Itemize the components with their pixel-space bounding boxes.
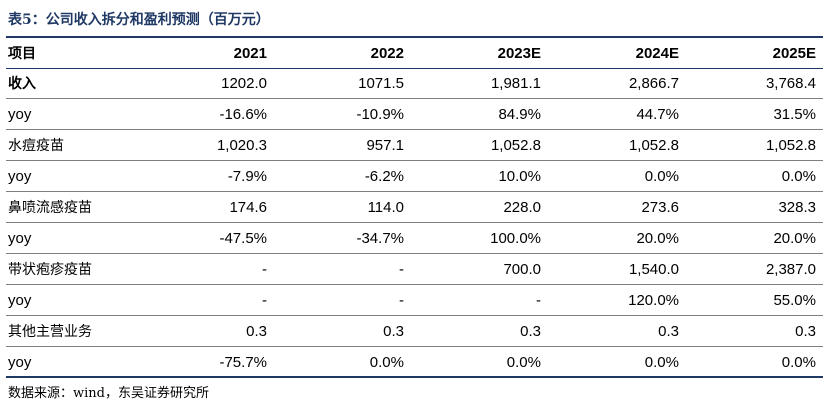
column-header-item: 项目 bbox=[8, 46, 36, 62]
row-label: yoy bbox=[6, 160, 154, 192]
table-cell: 0.3 bbox=[686, 315, 823, 347]
table-cell: 328.3 bbox=[686, 191, 823, 223]
table-cell: 1,052.8 bbox=[686, 129, 823, 161]
table-cell: 0.0% bbox=[781, 353, 816, 371]
table-cell: 1,052.8 bbox=[411, 129, 548, 161]
table-title: 表5：公司收入拆分和盈利预测（百万元） bbox=[8, 12, 270, 28]
table-cell: 228.0 bbox=[411, 191, 548, 223]
row-label: yoy bbox=[6, 284, 154, 316]
table-cell: 31.5% bbox=[686, 98, 823, 130]
bottom-rule bbox=[6, 376, 823, 378]
row-label: yoy bbox=[6, 222, 154, 254]
table-cell: 55.0% bbox=[686, 284, 823, 316]
table-cell: 0.3 bbox=[548, 315, 686, 347]
table-cell: 114.0 bbox=[274, 191, 411, 223]
column-header-2025e: 2025E bbox=[772, 44, 816, 62]
table-cell: -75.7% bbox=[219, 353, 267, 371]
table-row-other-business: 其他主营业务 0.3 0.3 0.3 0.3 0.3 bbox=[6, 315, 823, 347]
column-header-2023e: 2023E bbox=[497, 44, 541, 62]
table-cell: 20.0% bbox=[548, 222, 686, 254]
table-cell: 957.1 bbox=[274, 129, 411, 161]
table-row-revenue-yoy: yoy -16.6% -10.9% 84.9% 44.7% 31.5% bbox=[6, 98, 823, 130]
table-cell: - bbox=[154, 284, 274, 316]
table-cell: 0.0% bbox=[644, 353, 679, 371]
forecast-table: 项目 2021 2022 2023E 2024E 2025E 收入 1202.0… bbox=[6, 38, 823, 377]
table-cell: 84.9% bbox=[411, 98, 548, 130]
row-label: 带状疱疹疫苗 bbox=[6, 253, 154, 285]
table-cell: - bbox=[411, 284, 548, 316]
table-cell: -34.7% bbox=[274, 222, 411, 254]
column-header-2021: 2021 bbox=[233, 44, 267, 62]
row-label: 水痘疫苗 bbox=[6, 129, 154, 161]
table-cell: - bbox=[274, 253, 411, 285]
table-cell: 700.0 bbox=[411, 253, 548, 285]
table-cell: 2,387.0 bbox=[686, 253, 823, 285]
table-cell: -47.5% bbox=[154, 222, 274, 254]
table-cell: 3,768.4 bbox=[686, 68, 823, 99]
row-label: yoy bbox=[6, 98, 154, 130]
row-label: 收入 bbox=[6, 68, 154, 99]
table-row-other-business-yoy: yoy -75.7% 0.0% 0.0% 0.0% 0.0% bbox=[6, 347, 823, 378]
table-cell: - bbox=[154, 253, 274, 285]
table-cell: 20.0% bbox=[686, 222, 823, 254]
table-row-varicella-yoy: yoy -7.9% -6.2% 10.0% 0.0% 0.0% bbox=[6, 160, 823, 192]
top-rule bbox=[6, 36, 823, 38]
table-cell: - bbox=[274, 284, 411, 316]
table-cell: -7.9% bbox=[154, 160, 274, 192]
table-cell: 0.3 bbox=[411, 315, 548, 347]
table-cell: -10.9% bbox=[274, 98, 411, 130]
table-cell: 1,981.1 bbox=[411, 68, 548, 99]
row-label: 其他主营业务 bbox=[6, 315, 154, 347]
table-cell: 44.7% bbox=[548, 98, 686, 130]
table-row-varicella: 水痘疫苗 1,020.3 957.1 1,052.8 1,052.8 1,052… bbox=[6, 129, 823, 161]
source-note: 数据来源：wind，东吴证券研究所 bbox=[8, 386, 209, 401]
table-row-revenue: 收入 1202.0 1071.5 1,981.1 2,866.7 3,768.4 bbox=[6, 68, 823, 99]
table-row-zoster-yoy: yoy - - - 120.0% 55.0% bbox=[6, 284, 823, 316]
column-header-2024e: 2024E bbox=[635, 44, 679, 62]
table-cell: 1,540.0 bbox=[548, 253, 686, 285]
header-row: 项目 2021 2022 2023E 2024E 2025E bbox=[6, 38, 823, 68]
table-cell: 120.0% bbox=[548, 284, 686, 316]
table-cell: 1,052.8 bbox=[548, 129, 686, 161]
table-cell: 1202.0 bbox=[154, 68, 274, 99]
table-row-zoster: 带状疱疹疫苗 - - 700.0 1,540.0 2,387.0 bbox=[6, 253, 823, 285]
row-label: yoy bbox=[8, 353, 32, 371]
table-cell: 0.0% bbox=[548, 160, 686, 192]
table-cell: 1071.5 bbox=[274, 68, 411, 99]
table-row-nasal-flu-yoy: yoy -47.5% -34.7% 100.0% 20.0% 20.0% bbox=[6, 222, 823, 254]
table-cell: -6.2% bbox=[274, 160, 411, 192]
table-cell: 0.3 bbox=[154, 315, 274, 347]
table-cell: 273.6 bbox=[548, 191, 686, 223]
table-cell: 174.6 bbox=[154, 191, 274, 223]
table-cell: 0.0% bbox=[506, 353, 541, 371]
table-cell: 0.0% bbox=[369, 353, 404, 371]
table-cell: 10.0% bbox=[411, 160, 548, 192]
table-cell: 0.3 bbox=[274, 315, 411, 347]
table-cell: 0.0% bbox=[686, 160, 823, 192]
table-cell: 2,866.7 bbox=[548, 68, 686, 99]
table-cell: 100.0% bbox=[411, 222, 548, 254]
table-cell: 1,020.3 bbox=[154, 129, 274, 161]
column-header-2022: 2022 bbox=[370, 44, 404, 62]
row-label: 鼻喷流感疫苗 bbox=[6, 191, 154, 223]
table-row-nasal-flu: 鼻喷流感疫苗 174.6 114.0 228.0 273.6 328.3 bbox=[6, 191, 823, 223]
table-cell: -16.6% bbox=[154, 98, 274, 130]
